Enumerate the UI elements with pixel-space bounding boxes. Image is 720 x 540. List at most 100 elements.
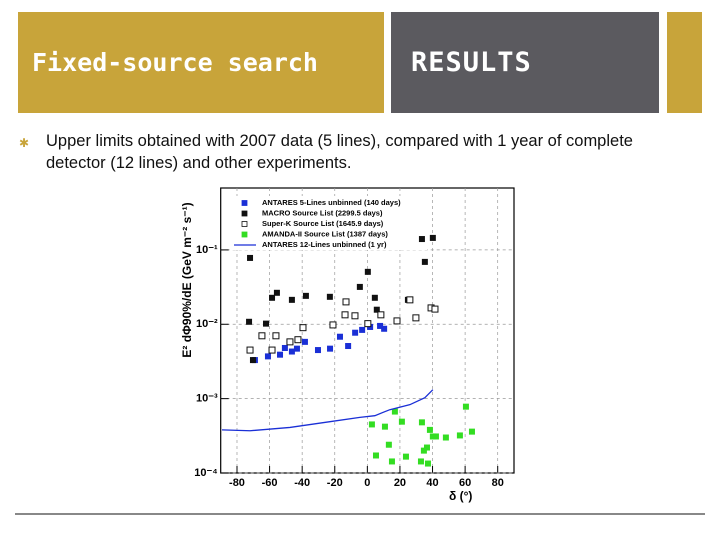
data-point — [326, 293, 333, 300]
legend-swatch — [241, 221, 248, 227]
x-tick-label: 0 — [364, 477, 370, 489]
data-point — [356, 283, 363, 290]
data-point — [391, 408, 398, 415]
data-point — [462, 403, 469, 410]
data-point — [341, 311, 349, 319]
x-tick-label: -60 — [262, 477, 278, 489]
data-point — [359, 326, 366, 333]
data-point — [385, 441, 392, 448]
legend-label: Super-K Source List (1645.9 days) — [262, 219, 384, 228]
data-point — [420, 447, 427, 454]
data-point — [246, 346, 254, 354]
x-tick-label: 80 — [492, 477, 504, 489]
heading-box: RESULTS — [391, 12, 659, 113]
data-point — [371, 294, 378, 301]
data-point — [269, 294, 276, 301]
data-point — [262, 320, 269, 327]
data-point — [423, 444, 430, 451]
data-point — [301, 338, 308, 345]
data-point — [268, 346, 276, 354]
x-tick-label: -40 — [294, 477, 310, 489]
data-point — [468, 428, 475, 435]
data-point — [272, 332, 280, 340]
y-tick-label: 10⁻⁴ — [194, 467, 217, 479]
data-point — [288, 296, 295, 303]
legend-label: MACRO Source List (2299.5 days) — [262, 208, 383, 217]
data-point — [314, 347, 321, 354]
data-point — [368, 421, 375, 428]
data-point — [281, 344, 288, 351]
data-point — [336, 333, 343, 340]
data-point — [249, 357, 256, 364]
data-point — [299, 324, 307, 332]
data-point — [418, 236, 425, 243]
data-point — [388, 458, 395, 465]
y-tick-label: 10⁻¹ — [196, 244, 218, 256]
bullet-text: Upper limits obtained with 2007 data (5 … — [46, 132, 633, 172]
data-point — [351, 312, 359, 320]
data-point — [402, 453, 409, 460]
y-tick-label: 10⁻² — [196, 318, 218, 330]
data-point — [373, 306, 380, 313]
x-tick-label: 60 — [459, 477, 471, 489]
footer-rule — [15, 513, 705, 515]
data-point — [246, 318, 253, 325]
data-point — [426, 426, 433, 433]
legend-label: ANTARES 5-Lines unbinned (140 days) — [262, 198, 401, 207]
legend-box — [232, 196, 427, 250]
data-point — [429, 433, 436, 440]
data-point — [429, 234, 436, 241]
legend-swatch — [241, 210, 248, 217]
data-point — [286, 338, 294, 346]
y-tick-label: 10⁻³ — [196, 393, 218, 405]
data-point — [442, 434, 449, 441]
data-point — [277, 351, 284, 358]
data-line — [221, 389, 434, 432]
data-point — [364, 268, 371, 275]
x-tick-label: 20 — [394, 477, 406, 489]
data-point — [381, 325, 388, 332]
data-point — [372, 452, 379, 459]
x-tick-label: -80 — [229, 477, 245, 489]
legend-swatch — [241, 231, 248, 238]
data-point — [247, 254, 254, 261]
legend-swatch — [241, 200, 248, 206]
section-box: Fixed-source search — [18, 12, 384, 113]
data-point — [393, 317, 401, 325]
data-point — [345, 343, 352, 350]
data-point — [424, 460, 431, 467]
data-point — [342, 298, 350, 306]
data-point — [418, 419, 425, 426]
data-point — [293, 345, 300, 352]
y-axis-title: E² dΦ90%/dE (GeV m⁻² s⁻¹) — [180, 202, 194, 357]
x-tick-label: -20 — [327, 477, 343, 489]
corner-tab — [667, 12, 702, 113]
data-point — [421, 258, 428, 265]
x-tick-label: 40 — [426, 477, 438, 489]
data-point — [431, 305, 439, 313]
data-point — [406, 296, 414, 304]
legend-label: AMANDA-II Source List (1387 days) — [262, 229, 388, 238]
bullet-icon: ✱ — [19, 136, 30, 150]
x-axis-title: δ (°) — [449, 489, 472, 503]
legend-label: ANTARES 12-Lines unbinned (1 yr) — [262, 240, 387, 249]
data-point — [302, 292, 309, 299]
data-point — [412, 314, 420, 322]
data-point — [264, 353, 271, 360]
data-point — [294, 336, 302, 344]
data-point — [377, 322, 384, 329]
data-point — [364, 320, 372, 328]
data-point — [288, 348, 295, 355]
data-point — [329, 321, 337, 329]
data-point — [327, 345, 334, 352]
data-point — [258, 332, 266, 340]
data-point — [377, 311, 385, 319]
section-title: Fixed-source search — [32, 48, 318, 77]
data-point — [381, 423, 388, 430]
data-point — [432, 433, 439, 440]
data-point — [273, 289, 280, 296]
data-point — [456, 432, 463, 439]
heading: RESULTS — [411, 47, 532, 78]
